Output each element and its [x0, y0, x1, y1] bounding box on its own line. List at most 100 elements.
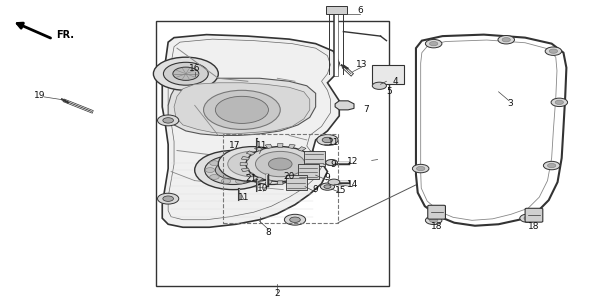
Circle shape	[205, 156, 261, 185]
Circle shape	[425, 216, 442, 225]
Text: 9: 9	[313, 185, 319, 194]
Wedge shape	[266, 144, 272, 148]
Circle shape	[372, 82, 386, 89]
Wedge shape	[246, 151, 255, 155]
Wedge shape	[311, 157, 319, 160]
Circle shape	[498, 36, 514, 44]
Circle shape	[326, 160, 337, 166]
Text: 7: 7	[363, 105, 369, 114]
Circle shape	[524, 216, 532, 220]
Circle shape	[235, 157, 245, 161]
Text: FR.: FR.	[56, 29, 74, 40]
Circle shape	[205, 168, 215, 172]
Circle shape	[551, 98, 568, 107]
Text: 16: 16	[189, 64, 201, 73]
Circle shape	[320, 183, 335, 190]
Circle shape	[257, 174, 264, 178]
Circle shape	[290, 217, 300, 222]
Circle shape	[251, 160, 291, 180]
Polygon shape	[286, 175, 307, 190]
Circle shape	[251, 168, 261, 172]
Circle shape	[543, 161, 560, 170]
Circle shape	[163, 196, 173, 201]
Circle shape	[246, 147, 314, 182]
Wedge shape	[306, 151, 314, 155]
Circle shape	[221, 179, 231, 184]
Circle shape	[209, 175, 219, 179]
Circle shape	[322, 137, 333, 143]
Circle shape	[502, 38, 510, 42]
Polygon shape	[168, 78, 316, 135]
Circle shape	[260, 164, 283, 176]
Circle shape	[235, 179, 245, 184]
Wedge shape	[289, 180, 295, 184]
Circle shape	[548, 163, 556, 168]
Circle shape	[228, 151, 277, 177]
Circle shape	[209, 161, 219, 166]
Circle shape	[173, 67, 199, 80]
Circle shape	[555, 100, 563, 104]
Circle shape	[221, 157, 231, 161]
Polygon shape	[416, 35, 566, 226]
Text: 3: 3	[507, 99, 513, 108]
Circle shape	[549, 49, 558, 53]
Circle shape	[545, 47, 562, 55]
Text: 6: 6	[357, 6, 363, 15]
Text: 10: 10	[257, 184, 269, 193]
Wedge shape	[254, 177, 263, 182]
Circle shape	[268, 158, 292, 170]
Wedge shape	[298, 177, 306, 182]
Circle shape	[215, 96, 268, 123]
Wedge shape	[241, 168, 250, 172]
Circle shape	[284, 168, 291, 172]
Circle shape	[252, 168, 259, 172]
Circle shape	[218, 147, 287, 182]
Bar	[156, 21, 389, 286]
Text: 5: 5	[386, 87, 392, 96]
Circle shape	[257, 163, 264, 166]
Circle shape	[425, 39, 442, 48]
Circle shape	[317, 135, 338, 145]
Wedge shape	[254, 147, 263, 151]
Circle shape	[324, 185, 331, 188]
Text: 21: 21	[245, 174, 257, 183]
Wedge shape	[289, 144, 295, 148]
Text: 11: 11	[327, 138, 339, 147]
Circle shape	[430, 218, 438, 222]
Circle shape	[268, 176, 275, 180]
Circle shape	[255, 151, 305, 177]
Text: 19: 19	[34, 91, 46, 100]
Circle shape	[243, 156, 300, 185]
Circle shape	[158, 115, 179, 126]
Circle shape	[279, 163, 286, 166]
Wedge shape	[313, 163, 320, 166]
Circle shape	[163, 118, 173, 123]
Circle shape	[279, 174, 286, 178]
Circle shape	[417, 166, 425, 171]
Circle shape	[195, 150, 271, 190]
Bar	[326, 6, 347, 14]
Polygon shape	[174, 83, 310, 134]
Circle shape	[520, 214, 536, 222]
Wedge shape	[306, 173, 314, 177]
Polygon shape	[298, 164, 319, 179]
Text: 17: 17	[229, 141, 241, 150]
Text: 18: 18	[528, 222, 540, 231]
Text: 11: 11	[255, 141, 267, 150]
Wedge shape	[311, 168, 319, 172]
Bar	[372, 65, 404, 84]
Wedge shape	[246, 173, 255, 177]
Wedge shape	[277, 181, 283, 185]
Circle shape	[215, 161, 251, 179]
Text: 15: 15	[335, 186, 346, 195]
Text: 9: 9	[330, 160, 336, 169]
Circle shape	[247, 161, 257, 166]
Circle shape	[158, 193, 179, 204]
Bar	[223, 134, 338, 223]
Text: 11: 11	[238, 193, 250, 202]
Text: 9: 9	[324, 173, 330, 182]
Polygon shape	[335, 101, 354, 110]
Text: 20: 20	[283, 172, 295, 182]
Text: 18: 18	[431, 222, 442, 231]
FancyBboxPatch shape	[428, 205, 445, 219]
